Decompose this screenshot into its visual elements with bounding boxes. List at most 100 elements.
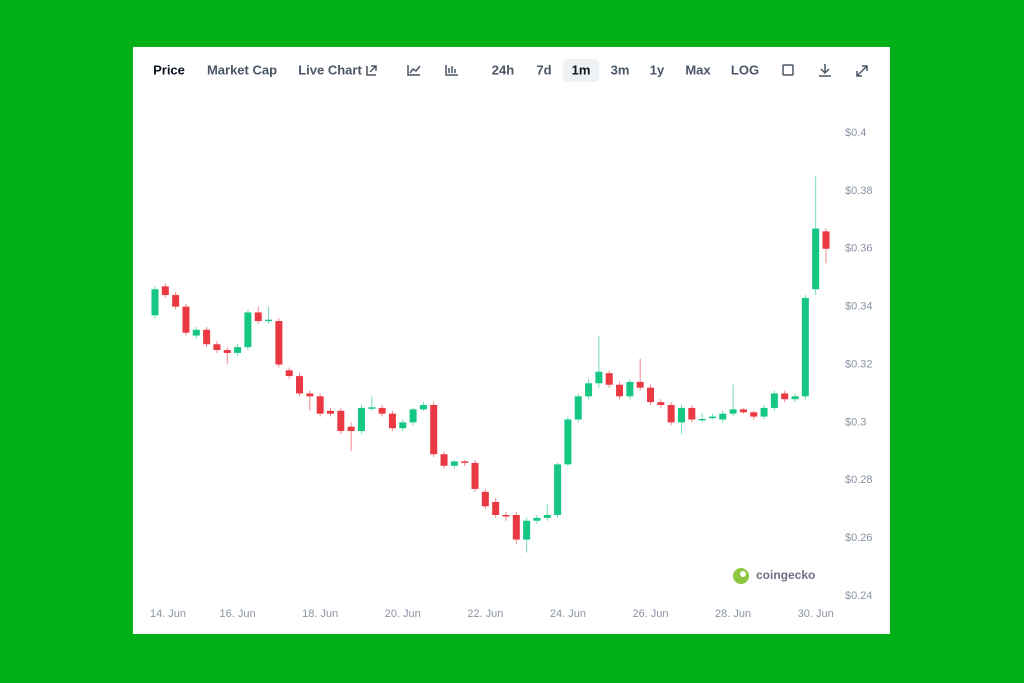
candle-body xyxy=(203,329,211,345)
candle-body xyxy=(285,370,293,377)
candle-chart-icon[interactable] xyxy=(445,65,458,76)
candle-body xyxy=(223,350,231,353)
range-button[interactable]: 3m xyxy=(611,62,630,77)
candle-body xyxy=(791,396,799,400)
candle-body xyxy=(213,344,221,351)
candle-body xyxy=(616,384,624,397)
x-tick-label: 22. Jun xyxy=(467,608,503,620)
toolbar-icons xyxy=(366,64,868,77)
calendar-icon[interactable] xyxy=(782,64,794,76)
fullscreen-icon[interactable] xyxy=(856,65,868,77)
range-button[interactable]: 1m xyxy=(572,62,591,77)
candle-body xyxy=(254,312,262,322)
candle-body xyxy=(750,412,758,417)
candle-body xyxy=(698,418,706,421)
y-tick-label: $0.38 xyxy=(845,185,873,197)
candle-body xyxy=(192,329,200,336)
candle-body xyxy=(719,413,727,420)
candle-body xyxy=(347,426,355,432)
candle-body xyxy=(605,373,613,385)
y-tick-label: $0.36 xyxy=(845,243,873,255)
x-tick-label: 26. Jun xyxy=(632,608,668,620)
x-tick-label: 28. Jun xyxy=(715,608,751,620)
candle-body xyxy=(626,381,634,397)
candle-body xyxy=(657,402,665,406)
candle-body xyxy=(357,407,365,432)
candle-body xyxy=(595,371,603,384)
candle-body xyxy=(337,410,345,432)
candle-body xyxy=(440,454,448,466)
candle-body xyxy=(822,231,830,249)
candle-body xyxy=(461,461,469,463)
x-tick-label: 24. Jun xyxy=(550,608,586,620)
tab[interactable]: Market Cap xyxy=(207,62,277,77)
tab[interactable]: Live Chart xyxy=(298,62,362,77)
candle-body xyxy=(585,383,593,397)
range-button[interactable]: LOG xyxy=(731,62,759,77)
candle-body xyxy=(708,416,716,419)
y-tick-label: $0.4 xyxy=(845,127,866,139)
candle-body xyxy=(378,407,386,414)
candle-body xyxy=(368,407,376,409)
x-tick-label: 14. Jun xyxy=(150,608,186,620)
y-tick-label: $0.28 xyxy=(845,474,873,486)
candle-body xyxy=(430,405,438,455)
y-tick-label: $0.34 xyxy=(845,301,873,313)
candle-body xyxy=(739,409,747,413)
candle-body xyxy=(388,413,396,429)
candle-body xyxy=(564,419,572,465)
x-tick-label: 18. Jun xyxy=(302,608,338,620)
x-tick-label: 16. Jun xyxy=(220,608,256,620)
candle-body xyxy=(450,461,458,466)
candle-body xyxy=(667,405,675,423)
candle-body xyxy=(688,407,696,420)
card xyxy=(133,47,890,634)
candle-body xyxy=(502,514,510,517)
candle-body xyxy=(677,407,685,423)
watermark-logo-eye xyxy=(740,571,746,577)
range-button[interactable]: 1y xyxy=(650,62,665,77)
candle-body xyxy=(492,501,500,515)
candle-body xyxy=(801,297,809,397)
candle-body xyxy=(812,228,820,290)
candle-body xyxy=(182,306,190,333)
external-link-icon[interactable] xyxy=(366,65,377,76)
candle-body xyxy=(574,396,582,420)
x-tick-label: 20. Jun xyxy=(385,608,421,620)
active-range-bg xyxy=(563,59,599,82)
range-button[interactable]: 24h xyxy=(492,62,514,77)
candle-body xyxy=(770,393,778,408)
candle-body xyxy=(161,286,169,296)
candle-body xyxy=(234,347,242,353)
y-tick-label: $0.32 xyxy=(845,358,873,370)
candle-body xyxy=(543,514,551,518)
candle-body xyxy=(419,405,427,410)
watermark: coingecko xyxy=(733,568,815,584)
candle-body xyxy=(554,464,562,515)
candle-body xyxy=(409,409,417,423)
candle-body xyxy=(265,319,273,322)
tab[interactable]: Price xyxy=(153,62,185,77)
range-button[interactable]: Max xyxy=(685,62,711,77)
candle-body xyxy=(172,295,180,307)
x-tick-label: 30. Jun xyxy=(798,608,834,620)
download-icon[interactable] xyxy=(819,64,831,77)
candle-body xyxy=(275,321,283,365)
candle-body xyxy=(151,289,159,316)
candle-body xyxy=(296,376,304,394)
range-button[interactable]: 7d xyxy=(536,62,551,77)
y-tick-label: $0.24 xyxy=(845,590,873,602)
candle-body xyxy=(244,312,252,348)
candle-body xyxy=(481,491,489,507)
line-chart-icon[interactable] xyxy=(407,65,421,76)
candle-body xyxy=(512,514,520,540)
y-tick-label: $0.3 xyxy=(845,416,866,428)
y-tick-label: $0.26 xyxy=(845,532,873,544)
candle-body xyxy=(533,517,541,521)
candle-body xyxy=(306,393,314,397)
candle-body xyxy=(646,387,655,403)
watermark-text: coingecko xyxy=(756,568,815,582)
candle-body xyxy=(636,381,644,388)
